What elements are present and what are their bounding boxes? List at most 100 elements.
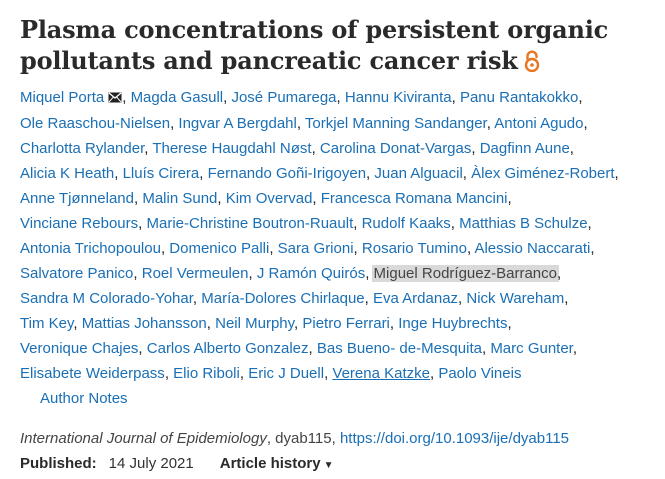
author-separator: ,: [239, 365, 249, 382]
author-link[interactable]: Magda Gasull: [131, 89, 224, 106]
author-name: Miguel Rodríguez-Barranco: [373, 265, 557, 282]
author-link[interactable]: Antonia Trichopoulou: [20, 240, 161, 257]
author-link[interactable]: Marie-Christine Boutron-Ruault: [146, 215, 353, 232]
author-separator: ,: [583, 115, 588, 132]
author-name: Paolo Vineis: [438, 365, 522, 382]
author-link[interactable]: Carlos Alberto Gonzalez: [147, 340, 309, 357]
author-name: Dagfinn Aune: [479, 140, 570, 157]
author-link[interactable]: Roel Vermeulen: [142, 265, 249, 282]
author-separator: ,: [133, 190, 143, 207]
author-notes-link[interactable]: Author Notes: [40, 390, 128, 407]
author-name: Panu Rantakokko: [459, 89, 579, 106]
author-separator: ,: [269, 240, 278, 257]
author-name: Verena Katzke: [332, 365, 430, 382]
author-link[interactable]: Sandra M Colorado-Yohar: [20, 290, 193, 307]
author-link[interactable]: Panu Rantakokko: [460, 89, 578, 106]
author-link[interactable]: Torkjel Manning Sandanger: [305, 115, 487, 132]
author-separator: ,: [353, 215, 362, 232]
author-separator: ,: [614, 165, 619, 182]
author-name: Antonia Trichopoulou: [20, 240, 161, 257]
article-title-text: Plasma concentrations of persistent orga…: [20, 15, 609, 75]
author-link[interactable]: J Ramón Quirós: [257, 265, 365, 282]
author-link[interactable]: Hannu Kiviranta: [345, 89, 452, 106]
author-link[interactable]: Mattias Johansson: [82, 315, 207, 332]
author-link[interactable]: Fernando Goñi-Irigoyen: [208, 165, 366, 182]
author-separator: ,: [486, 115, 495, 132]
author-link[interactable]: Lluís Cirera: [123, 165, 200, 182]
author-link[interactable]: Kim Overvad: [226, 190, 313, 207]
author-name: Anne Tjønneland: [20, 190, 134, 207]
author-link[interactable]: Bas Bueno- de-Mesquita: [317, 340, 482, 357]
author-link[interactable]: Therese Haugdahl Nøst: [152, 140, 311, 157]
author-link[interactable]: Àlex Giménez-Robert: [471, 165, 614, 182]
author-link[interactable]: Anne Tjønneland: [20, 190, 134, 207]
published-date: 14 July 2021: [108, 455, 194, 472]
publication-info: Published: 14 July 2021 Article history ▼: [20, 451, 650, 478]
author-link[interactable]: Veronique Chajes: [20, 340, 138, 357]
doi-link[interactable]: https://doi.org/10.1093/ije/dyab115: [339, 430, 570, 447]
author-link[interactable]: Sara Grioni: [278, 240, 354, 257]
author-separator: ,: [578, 89, 583, 106]
author-separator: ,: [324, 365, 333, 382]
author-link[interactable]: Pietro Ferrari: [302, 315, 390, 332]
author-link[interactable]: Domenico Palli: [169, 240, 269, 257]
author-link[interactable]: Vinciane Rebours: [20, 215, 138, 232]
author-link[interactable]: Francesca Romana Mancini: [321, 190, 508, 207]
author-link[interactable]: Elisabete Weiderpass: [20, 365, 165, 382]
author-link[interactable]: Eva Ardanaz: [373, 290, 458, 307]
author-link[interactable]: José Pumarega: [231, 89, 336, 106]
author-name: José Pumarega: [231, 89, 337, 106]
author-link[interactable]: Eric J Duell: [248, 365, 324, 382]
author-link[interactable]: Paolo Vineis: [438, 365, 521, 382]
author-name: Antoni Agudo: [494, 115, 584, 132]
author-link[interactable]: Matthias B Schulze: [459, 215, 587, 232]
author-link[interactable]: Salvatore Panico: [20, 265, 133, 282]
author-separator: ,: [122, 89, 131, 106]
author-link[interactable]: Rudolf Kaaks: [362, 215, 451, 232]
author-name: Eric J Duell: [248, 365, 325, 382]
author-link[interactable]: Ole Raaschou-Nielsen: [20, 115, 170, 132]
article-header: Plasma concentrations of persistent orga…: [20, 14, 650, 478]
author-separator: ,: [556, 265, 562, 282]
author-name: Vinciane Rebours: [20, 215, 139, 232]
author-link[interactable]: Nick Wareham: [466, 290, 564, 307]
author-link[interactable]: Antoni Agudo: [494, 115, 583, 132]
article-history-toggle[interactable]: Article history ▼: [220, 451, 334, 478]
author-list: Miquel Porta, Magda Gasull, José Pumareg…: [20, 85, 650, 411]
author-name: Neil Murphy: [215, 315, 295, 332]
author-name: Miquel Porta: [20, 89, 105, 106]
author-link[interactable]: Dagfinn Aune: [480, 140, 570, 157]
author-separator: ,: [569, 140, 574, 157]
author-link[interactable]: Juan Alguacil: [374, 165, 462, 182]
author-link[interactable]: Miquel Porta: [20, 89, 122, 106]
author-link[interactable]: Miguel Rodríguez-Barranco: [371, 265, 559, 282]
author-name: Carlos Alberto Gonzalez: [146, 340, 309, 357]
author-name: Alessio Naccarati: [474, 240, 591, 257]
mail-icon[interactable]: [108, 86, 122, 111]
author-link[interactable]: María-Dolores Chirlaque: [201, 290, 364, 307]
author-link[interactable]: Tim Key: [20, 315, 73, 332]
author-link[interactable]: Malin Sund: [142, 190, 217, 207]
author-name: Magda Gasull: [130, 89, 224, 106]
author-separator: ,: [364, 290, 373, 307]
author-name: Elio Riboli: [173, 365, 240, 382]
author-link[interactable]: Verena Katzke: [332, 365, 430, 382]
published-label: Published:: [20, 455, 97, 472]
author-link[interactable]: Alessio Naccarati: [474, 240, 590, 257]
author-link[interactable]: Rosario Tumino: [362, 240, 467, 257]
author-link[interactable]: Charlotta Rylander: [20, 140, 144, 157]
author-link[interactable]: Neil Murphy: [215, 315, 294, 332]
author-link[interactable]: Ingvar A Bergdahl: [178, 115, 296, 132]
author-name: Elisabete Weiderpass: [20, 365, 165, 382]
author-link[interactable]: Carolina Donat-Vargas: [320, 140, 471, 157]
author-link[interactable]: Inge Huybrechts: [398, 315, 507, 332]
author-separator: ,: [389, 315, 399, 332]
author-separator: ,: [336, 89, 345, 106]
author-link[interactable]: Elio Riboli: [173, 365, 240, 382]
author-link[interactable]: Alicia K Heath: [20, 165, 114, 182]
article-title: Plasma concentrations of persistent orga…: [20, 14, 650, 79]
author-name: Sandra M Colorado-Yohar: [20, 290, 193, 307]
author-separator: ,: [138, 215, 147, 232]
author-link[interactable]: Marc Gunter: [490, 340, 573, 357]
author-separator: ,: [366, 165, 375, 182]
